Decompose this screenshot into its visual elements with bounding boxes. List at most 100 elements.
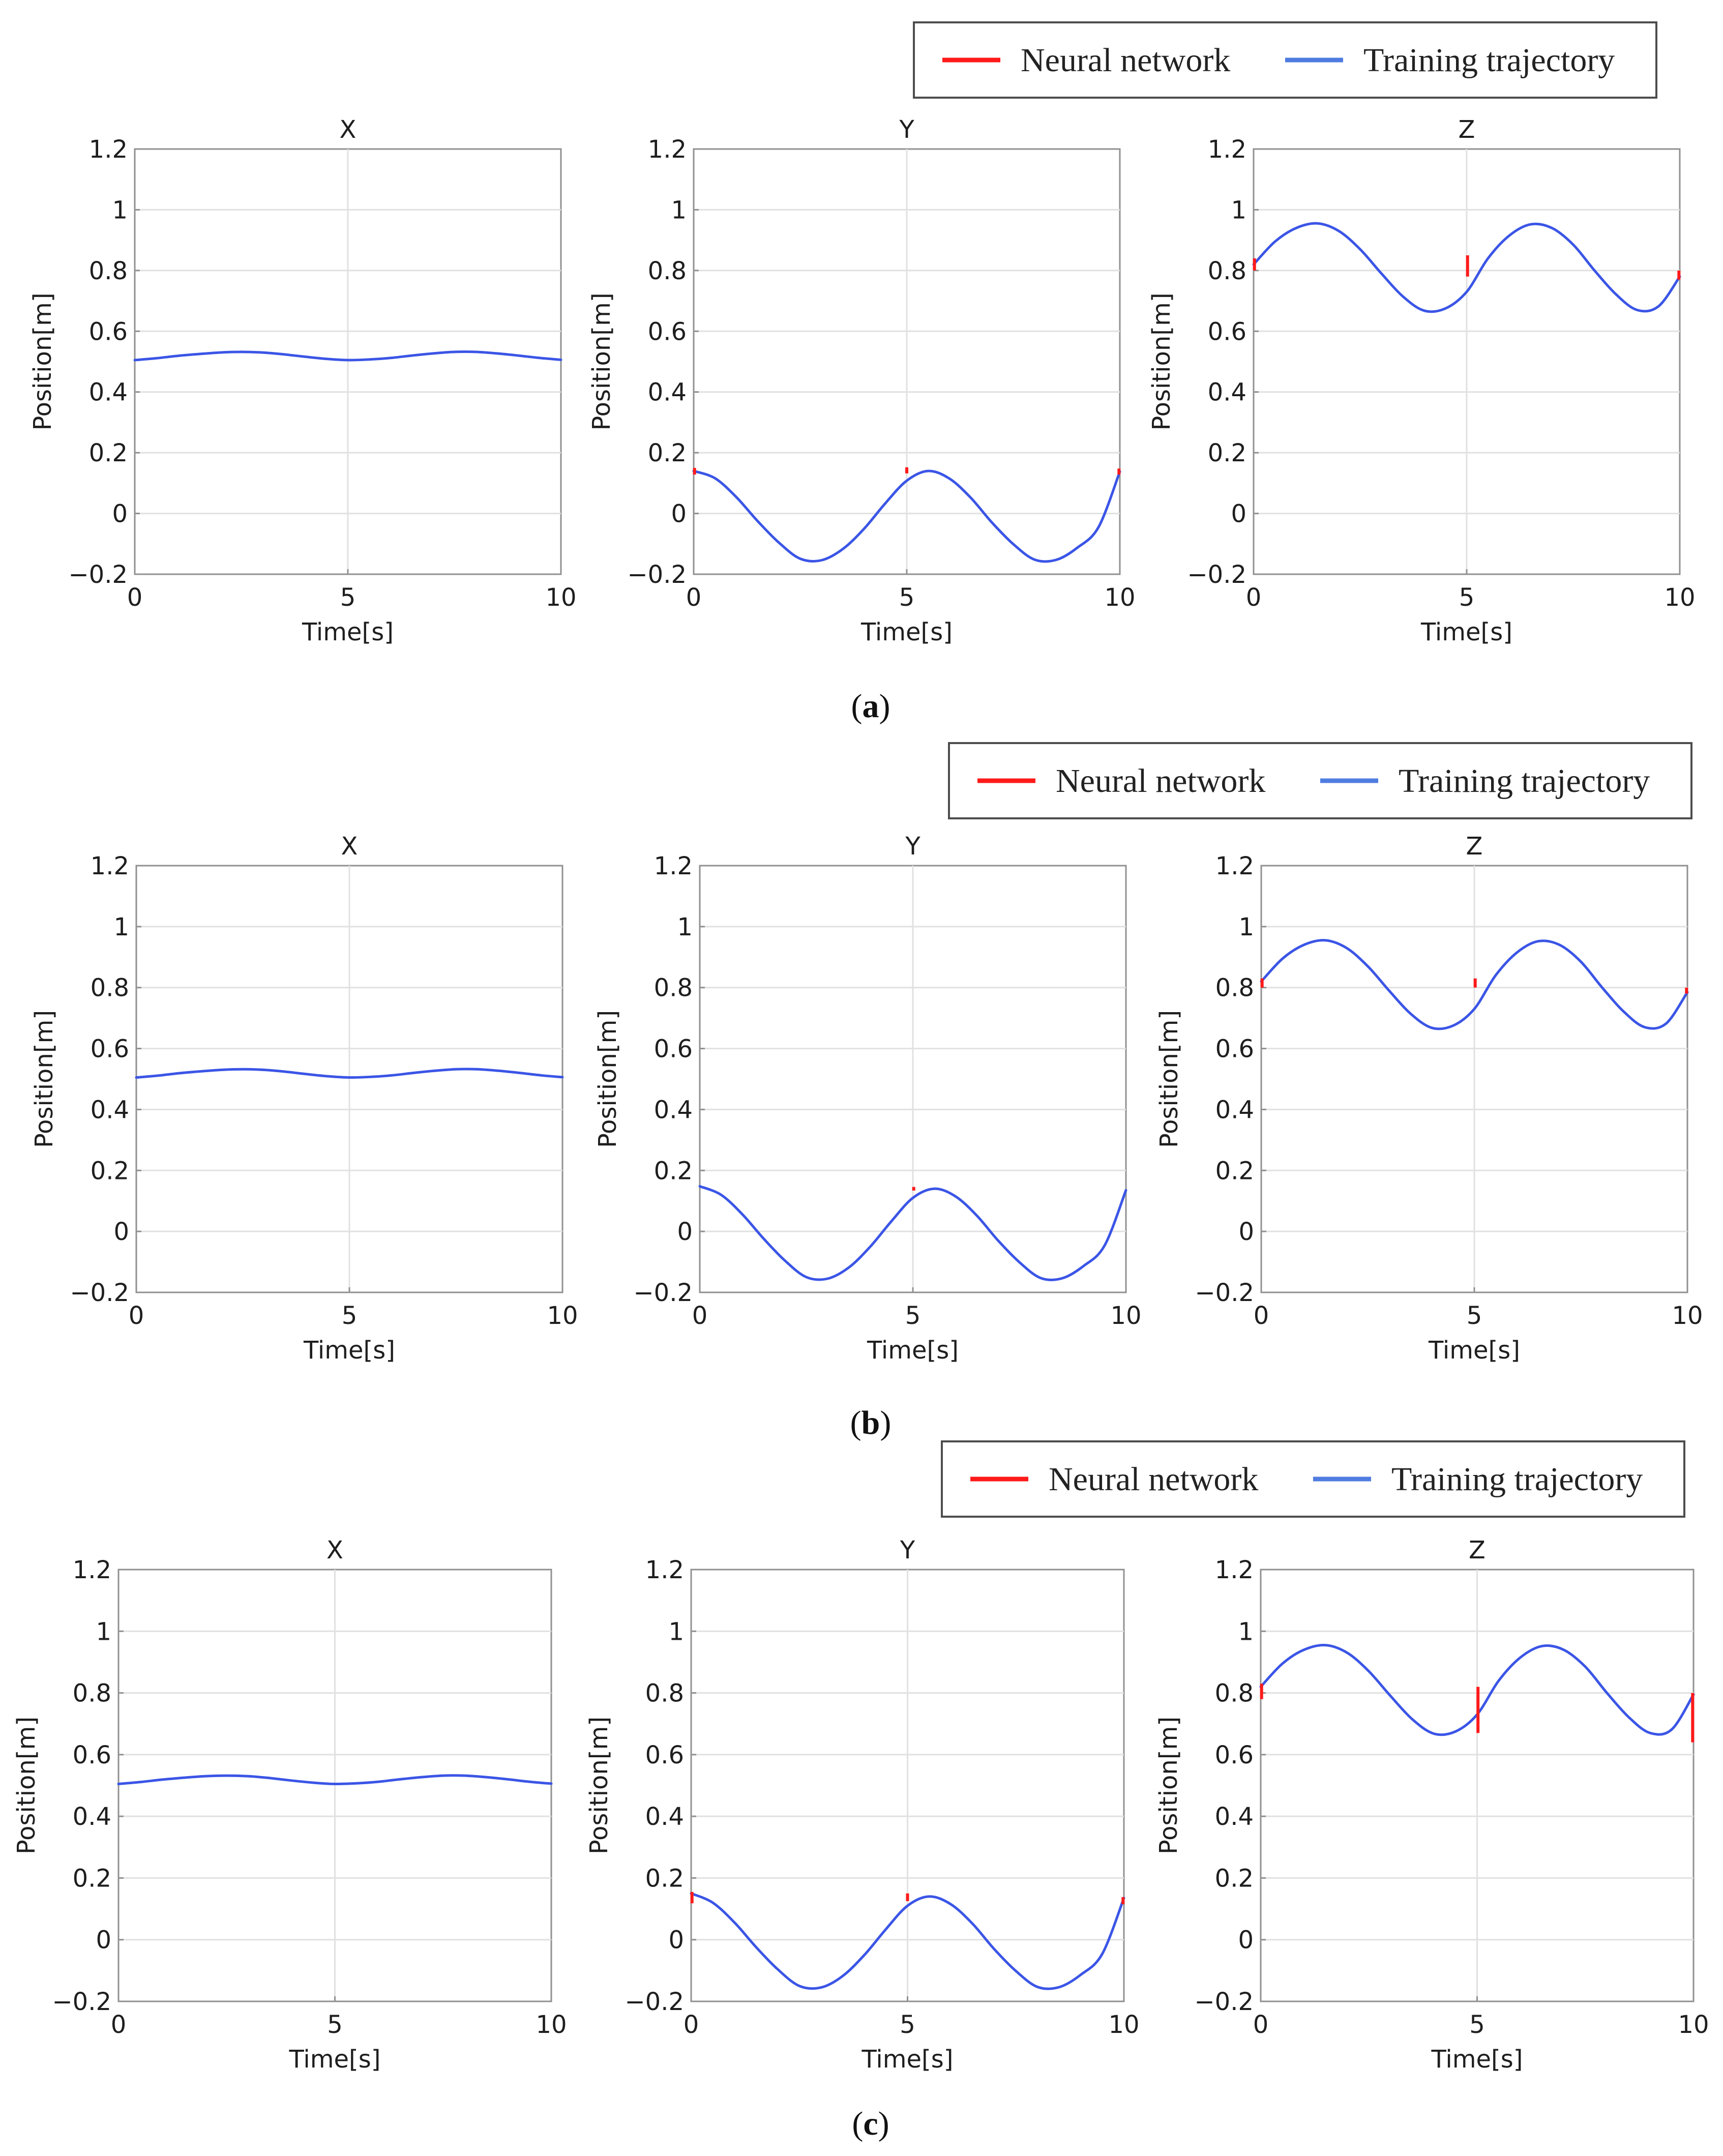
y-tick-label: −0.2 [627, 560, 687, 589]
caption-open-paren: ( [850, 1404, 862, 1441]
y-tick-label: 1 [677, 913, 693, 941]
y-tick-label: −0.2 [625, 1988, 684, 2016]
x-axis-label: Time[s] [1428, 1336, 1520, 1365]
x-tick-label: 0 [127, 583, 143, 612]
subplot-z: −0.200.20.40.60.811.20510Time[s]Position… [1154, 1536, 1709, 2074]
y-tick-label: 0.2 [645, 1864, 684, 1893]
x-axis-label: Time[s] [860, 618, 953, 646]
y-axis-label: Position[m] [587, 292, 616, 430]
y-tick-label: 0.4 [91, 1096, 129, 1124]
subplot-title: Y [899, 115, 914, 144]
y-axis-label: Position[m] [1154, 1717, 1183, 1854]
y-tick-label: 0.8 [89, 257, 128, 285]
legend-label-neural-network: Neural network [1049, 1461, 1258, 1498]
caption-close-paren: ) [878, 2105, 889, 2142]
x-tick-label: 5 [899, 583, 915, 612]
y-tick-label: 0 [113, 1218, 129, 1246]
y-tick-label: −0.2 [1194, 1988, 1254, 2016]
subplot-title: X [340, 115, 357, 144]
y-tick-label: 0.4 [654, 1096, 693, 1124]
y-tick-label: 1 [113, 913, 129, 941]
y-tick-label: 0.6 [1215, 1741, 1254, 1769]
y-axis-label: Position[m] [585, 1717, 613, 1854]
y-tick-label: 1.2 [1208, 135, 1246, 164]
y-tick-label: 0.8 [73, 1679, 111, 1708]
y-tick-label: 1 [1238, 1617, 1254, 1646]
subplot-y: −0.200.20.40.60.811.20510Time[s]Position… [585, 1536, 1140, 2074]
subplot-title: Y [900, 1536, 915, 1564]
y-tick-label: 0.2 [1215, 1864, 1254, 1893]
x-tick-label: 10 [1678, 2011, 1709, 2039]
x-tick-label: 0 [129, 1302, 144, 1330]
panel-c: Neural networkTraining trajectory(c)−0.2… [12, 1441, 1709, 2142]
y-tick-label: 1 [1238, 913, 1254, 941]
y-tick-label: 0 [1238, 1926, 1254, 1955]
legend: Neural networkTraining trajectory [949, 743, 1691, 818]
y-axis-label: Position[m] [28, 292, 57, 430]
y-tick-label: 0.8 [654, 974, 693, 1002]
y-tick-label: 0.4 [645, 1803, 684, 1831]
panel-caption: (b) [850, 1404, 892, 1441]
y-tick-label: 1.2 [654, 852, 693, 880]
caption-letter: c [863, 2105, 878, 2142]
subplot-y: −0.200.20.40.60.811.20510Time[s]Position… [587, 115, 1136, 646]
figure: Neural networkTraining trajectory(a)−0.2… [0, 0, 1723, 2156]
panel-caption: (a) [851, 688, 890, 725]
panel-a: Neural networkTraining trajectory (a) −0.2… [28, 22, 1696, 725]
y-tick-label: 0 [668, 1926, 684, 1955]
y-tick-label: 0.6 [648, 317, 687, 346]
y-axis-label: Position[m] [30, 1010, 58, 1148]
y-tick-label: 0.4 [73, 1803, 111, 1831]
subplot-x: −0.200.20.40.60.811.20510Time[s]Position… [28, 115, 577, 646]
y-axis-label: Position[m] [12, 1717, 41, 1854]
subplot-x: −0.200.20.40.60.811.20510Time[s]Position… [30, 832, 578, 1365]
y-tick-label: 0.2 [654, 1157, 693, 1185]
x-tick-label: 10 [1108, 2011, 1139, 2039]
y-tick-label: 0.8 [1208, 257, 1246, 285]
y-axis-label: Position[m] [1155, 1010, 1183, 1148]
y-tick-label: 0.8 [1215, 974, 1254, 1002]
y-tick-label: 1 [668, 1617, 684, 1646]
x-axis-label: Time[s] [302, 618, 394, 646]
y-tick-label: 0.8 [645, 1679, 684, 1708]
x-axis-label: Time[s] [1431, 2045, 1523, 2074]
y-tick-label: 0.4 [648, 378, 687, 407]
x-tick-label: 5 [1467, 1302, 1482, 1330]
subplot-y: −0.200.20.40.60.811.20510Time[s]Position… [593, 832, 1142, 1365]
y-tick-label: 0.6 [1208, 317, 1246, 346]
x-tick-label: 0 [684, 2011, 699, 2039]
y-tick-label: 0.2 [1208, 439, 1246, 467]
y-tick-label: 0.2 [89, 439, 128, 467]
x-axis-label: Time[s] [1420, 618, 1512, 646]
x-tick-label: 10 [547, 1302, 578, 1330]
y-tick-label: 1 [1231, 196, 1246, 224]
x-tick-label: 10 [536, 2011, 567, 2039]
panel-caption: (c) [852, 2105, 889, 2142]
x-tick-label: 10 [1110, 1302, 1141, 1330]
y-tick-label: 0.2 [91, 1157, 129, 1185]
y-tick-label: 1.2 [645, 1556, 684, 1584]
y-tick-label: 1 [112, 196, 128, 224]
caption-close-paren: ) [880, 1404, 891, 1441]
x-tick-label: 5 [1459, 583, 1475, 612]
subplot-title: Y [905, 832, 920, 861]
y-tick-label: 1.2 [91, 852, 129, 880]
y-tick-label: 0 [112, 500, 128, 528]
y-tick-label: −0.2 [52, 1988, 111, 2016]
caption-open-paren: ( [851, 688, 863, 725]
y-tick-label: 0 [671, 500, 687, 528]
y-tick-label: 0.6 [91, 1035, 129, 1064]
subplot-x: −0.200.20.40.60.811.20510Time[s]Position… [12, 1536, 567, 2074]
y-tick-label: 1 [671, 196, 687, 224]
y-tick-label: 1.2 [73, 1556, 111, 1584]
y-tick-label: 0.2 [1215, 1157, 1254, 1185]
y-tick-label: −0.2 [633, 1279, 693, 1307]
subplot-title: Z [1466, 832, 1483, 861]
panel-b: Neural networkTraining trajectory (b) −0.2… [30, 743, 1703, 1441]
y-tick-label: 0.4 [1215, 1803, 1254, 1831]
caption-letter: a [863, 688, 879, 725]
legend: Neural networkTraining trajectory [914, 22, 1656, 98]
x-tick-label: 10 [1104, 583, 1135, 612]
x-tick-label: 5 [905, 1302, 921, 1330]
y-tick-label: 0.4 [1208, 378, 1246, 407]
